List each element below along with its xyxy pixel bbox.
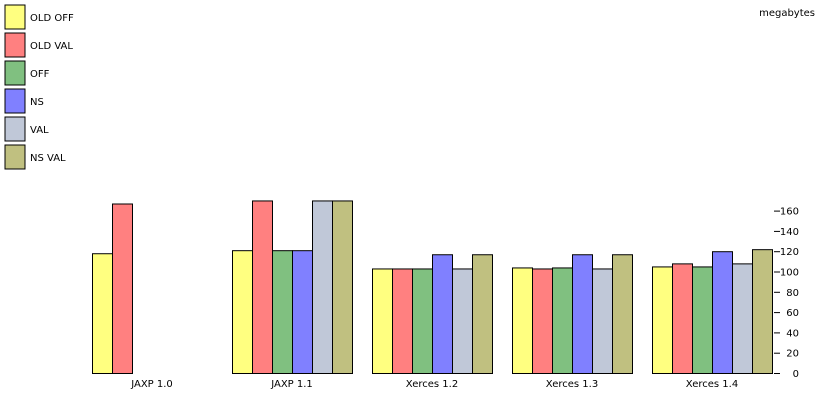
bar-3-3	[572, 254, 593, 374]
y-axis: 0 20 40 60 80 100 120 140 160	[774, 207, 799, 380]
bar-4-0	[652, 266, 673, 374]
bar-1-2	[272, 250, 293, 374]
bar-2-0	[372, 268, 393, 374]
legend-swatch-2	[4, 60, 26, 86]
x-tick-label-2: Xerces 1.2	[406, 379, 458, 390]
legend-swatch-5	[4, 144, 26, 170]
bar-2-4	[452, 268, 473, 374]
y-tick-label-2: 40	[786, 328, 799, 339]
legend-label-0: OLD OFF	[30, 13, 74, 24]
x-axis-labels: JAXP 1.0 JAXP 1.1 Xerces 1.2 Xerces 1.3 Xerc…	[130, 379, 738, 390]
bar-0-1	[112, 203, 133, 374]
y-tick-label-6: 120	[780, 247, 799, 258]
bar-4-5	[752, 249, 773, 374]
bar-4-3	[712, 251, 733, 374]
bar-0-0	[92, 253, 113, 374]
legend-label-2: OFF	[30, 69, 50, 80]
bar-1-0	[232, 250, 253, 374]
y-tick-label-8: 160	[780, 207, 799, 218]
bar-1-1	[252, 200, 273, 374]
bar-2-2	[412, 268, 433, 374]
bar-1-4	[312, 200, 333, 374]
legend-label-4: VAL	[30, 125, 49, 136]
legend-label-5: NS VAL	[30, 153, 66, 164]
x-tick-label-1: JAXP 1.1	[270, 379, 313, 390]
y-axis-title: megabytes	[759, 8, 815, 19]
bar-3-4	[592, 268, 613, 374]
legend-swatch-3	[4, 88, 26, 114]
bar-3-2	[552, 267, 573, 374]
x-tick-label-3: Xerces 1.3	[546, 379, 598, 390]
legend-label-1: OLD VAL	[30, 41, 73, 52]
y-tick-label-3: 60	[786, 308, 799, 319]
y-tick-label-7: 140	[780, 227, 799, 238]
bar-1-5	[332, 200, 353, 374]
legend-swatch-0	[4, 4, 26, 30]
bar-2-3	[432, 254, 453, 374]
y-tick-label-5: 100	[780, 268, 799, 279]
legend-swatch-1	[4, 32, 26, 58]
legend-label-3: NS	[30, 97, 44, 108]
bar-2-1	[392, 268, 413, 374]
y-tick-label-0: 0	[793, 369, 799, 380]
y-tick-label-1: 20	[786, 349, 799, 360]
bar-3-0	[512, 267, 533, 374]
x-tick-label-4: Xerces 1.4	[686, 379, 738, 390]
y-tick-label-4: 80	[786, 288, 799, 299]
bars	[92, 200, 773, 375]
bar-4-4	[732, 263, 753, 375]
bar-2-5	[472, 254, 493, 374]
bar-3-1	[532, 268, 553, 374]
bar-4-1	[672, 263, 693, 375]
legend: OLD OFF OLD VAL OFF NS VAL NS VAL	[4, 4, 74, 170]
bar-3-5	[612, 254, 633, 374]
x-tick-label-0: JAXP 1.0	[130, 379, 173, 390]
legend-swatch-4	[4, 116, 26, 142]
bar-4-2	[692, 266, 713, 374]
bar-1-3	[292, 250, 313, 374]
